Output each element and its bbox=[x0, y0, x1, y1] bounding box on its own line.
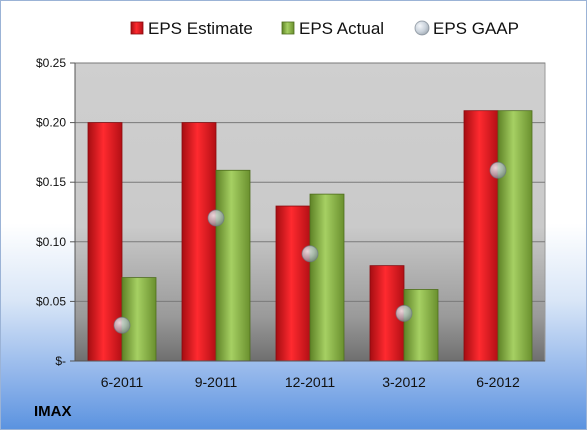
x-tick-label: 3-2012 bbox=[382, 374, 426, 390]
bar-eps-actual bbox=[403, 289, 439, 362]
x-tick-label: 6-2011 bbox=[101, 374, 144, 390]
marker-eps-gaap bbox=[395, 304, 413, 322]
marker-eps-gaap bbox=[207, 209, 225, 227]
marker-eps-gaap bbox=[113, 316, 131, 334]
company-label: IMAX bbox=[34, 403, 72, 420]
y-tick-label: $0.15 bbox=[36, 175, 66, 189]
marker-eps-gaap bbox=[301, 245, 319, 263]
bar-eps-actual bbox=[309, 193, 345, 362]
bar-eps-estimate bbox=[181, 122, 217, 362]
y-tick-label: $0.20 bbox=[36, 116, 66, 130]
x-tick-label: 12-2011 bbox=[285, 374, 336, 390]
bar-eps-actual bbox=[215, 169, 251, 362]
legend-swatch-eps-gaap bbox=[414, 20, 430, 36]
legend-swatch-eps-actual bbox=[281, 21, 295, 35]
legend-label: EPS Estimate bbox=[148, 19, 253, 38]
y-tick-label: $0.25 bbox=[36, 56, 66, 70]
bar-eps-estimate bbox=[463, 110, 499, 362]
legend-swatch-eps-estimate bbox=[130, 21, 144, 35]
legend-label: EPS Actual bbox=[299, 19, 384, 38]
x-tick-label: 9-2011 bbox=[195, 374, 238, 390]
bar-eps-actual bbox=[497, 110, 533, 362]
y-tick-label: $- bbox=[55, 354, 66, 368]
bar-eps-estimate bbox=[275, 205, 311, 362]
legend-label: EPS GAAP bbox=[433, 19, 519, 38]
y-tick-label: $0.10 bbox=[36, 235, 66, 249]
marker-eps-gaap bbox=[489, 161, 507, 179]
y-tick-label: $0.05 bbox=[36, 294, 66, 308]
x-tick-label: 6-2012 bbox=[476, 374, 520, 390]
